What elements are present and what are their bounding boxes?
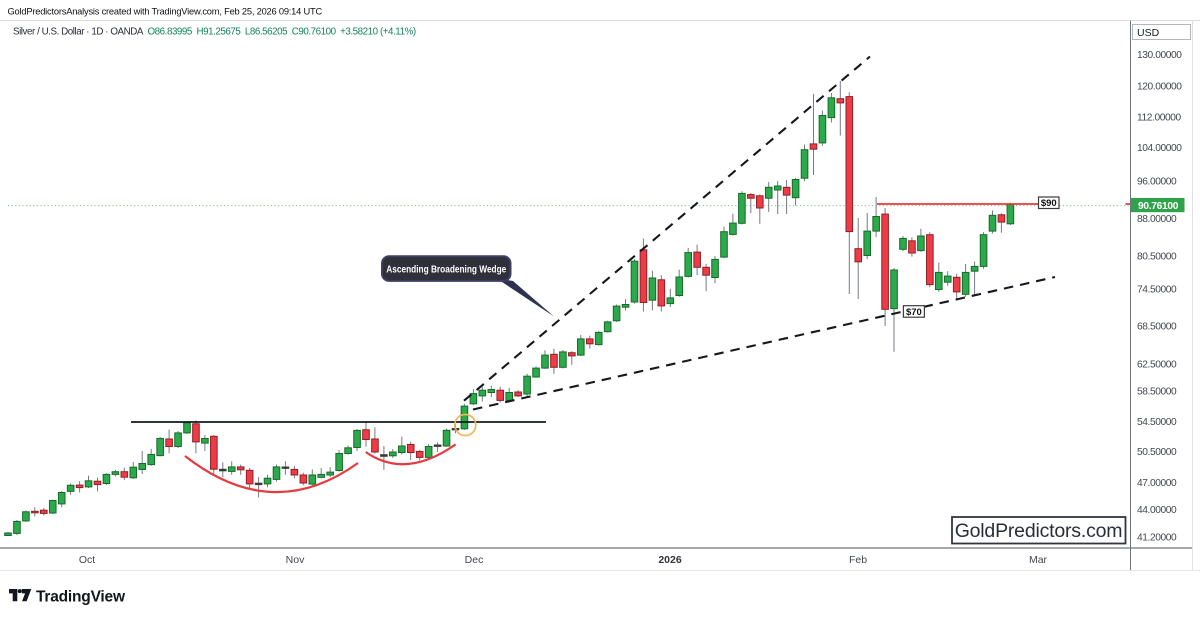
- svg-text:96.00000: 96.00000: [1137, 177, 1177, 188]
- svg-text:Mar: Mar: [1029, 554, 1048, 566]
- svg-text:Dec: Dec: [465, 554, 484, 566]
- svg-text:GoldPredictorsAnalysis created: GoldPredictorsAnalysis created with Trad…: [8, 7, 323, 17]
- svg-text:88.00000: 88.00000: [1137, 214, 1177, 225]
- svg-text:41.20000: 41.20000: [1137, 532, 1177, 543]
- svg-text:54.50000: 54.50000: [1137, 417, 1177, 428]
- svg-text:62.50000: 62.50000: [1137, 359, 1177, 370]
- svg-text:44.00000: 44.00000: [1137, 505, 1177, 516]
- svg-text:120.00000: 120.00000: [1137, 82, 1182, 93]
- svg-text:80.50000: 80.50000: [1137, 252, 1177, 263]
- svg-text:74.50000: 74.50000: [1137, 284, 1177, 295]
- svg-text:USD: USD: [1137, 27, 1160, 39]
- svg-text:Oct: Oct: [79, 554, 95, 566]
- svg-text:TradingView: TradingView: [36, 589, 126, 606]
- svg-text:Silver / U.S. Dollar · 1D · OA: Silver / U.S. Dollar · 1D · OANDA O86.83…: [13, 27, 416, 38]
- svg-text:112.00000: 112.00000: [1137, 112, 1182, 123]
- svg-text:GoldPredictors.com: GoldPredictors.com: [955, 520, 1123, 542]
- svg-text:90.76100: 90.76100: [1138, 201, 1179, 212]
- svg-text:47.00000: 47.00000: [1137, 478, 1177, 489]
- svg-text:2026: 2026: [658, 554, 682, 566]
- svg-text:130.00000: 130.00000: [1137, 50, 1182, 61]
- svg-text:58.50000: 58.50000: [1137, 387, 1177, 398]
- svg-text:50.50000: 50.50000: [1137, 447, 1177, 458]
- svg-text:104.00000: 104.00000: [1137, 143, 1182, 154]
- svg-text:$70: $70: [906, 307, 922, 318]
- svg-text:68.50000: 68.50000: [1137, 321, 1177, 332]
- svg-text:Ascending Broadening Wedge: Ascending Broadening Wedge: [386, 264, 506, 275]
- svg-text:Feb: Feb: [849, 554, 867, 566]
- svg-text:$90: $90: [1041, 198, 1057, 209]
- svg-text:Nov: Nov: [286, 554, 305, 566]
